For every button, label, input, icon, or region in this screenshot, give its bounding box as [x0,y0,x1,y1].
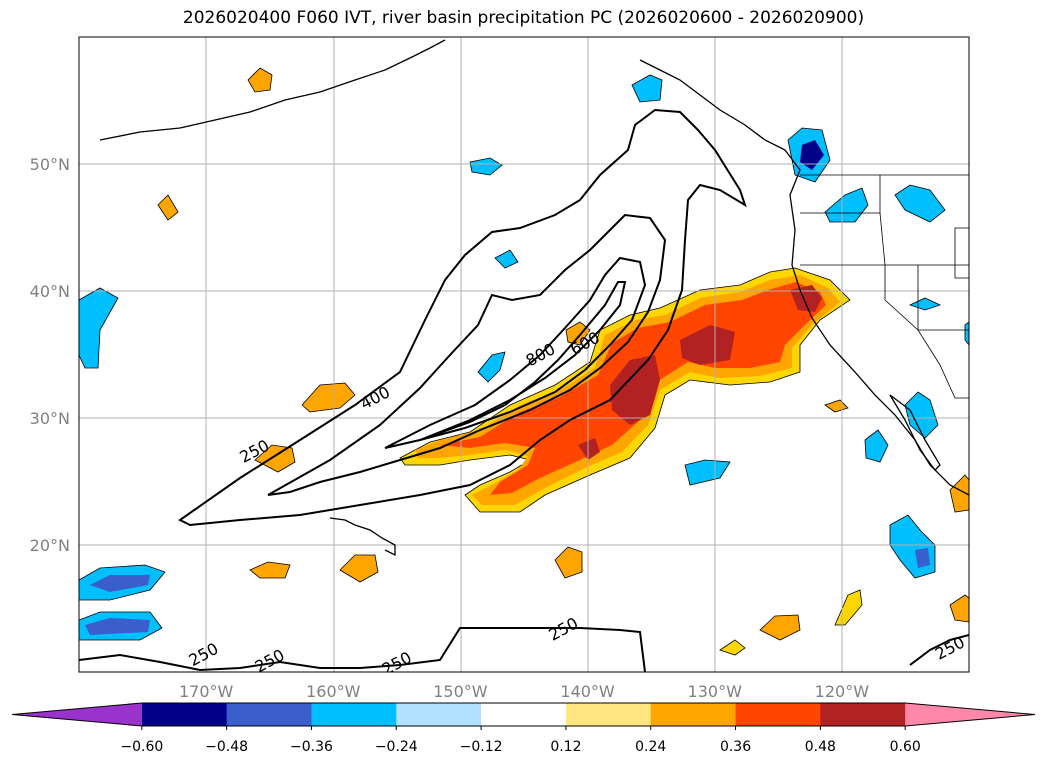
positive-anomaly-darkred-4 [578,438,600,460]
colorbar-label: −0.24 [375,739,418,755]
colorbar-segment [396,703,482,726]
negative-island [908,297,942,311]
ivt-400-contour [267,213,667,496]
y-tick-labels: 20°N 30°N 40°N 50°N [30,155,70,555]
colorbar-label: −0.12 [460,739,503,755]
negative-island [477,351,506,383]
colorbar-segment [481,703,567,726]
positive-island [719,639,746,656]
positive-island [949,594,969,623]
positive-island [565,321,591,346]
positive-island [554,546,583,579]
colorbar-label: 0.60 [890,739,921,755]
positive-island [247,67,273,93]
state-borders [800,174,969,399]
negative-island [800,140,824,170]
chart-title: 2026020400 F060 IVT, river basin precipi… [182,8,865,28]
x-tick-label: 170°W [179,682,234,701]
negative-island [894,184,946,223]
negative-island [915,548,930,568]
ivt-800-contour [419,281,627,441]
positive-anomaly-darkred-1 [610,355,660,425]
colorbar-segment [226,703,312,726]
north-america-coast [639,59,969,496]
ivt-600-contour [384,256,647,449]
x-tick-labels: 170°W 160°W 150°W 140°W 130°W 120°W [179,682,869,701]
colorbar-label: 0.48 [805,739,836,755]
plot-frame [78,36,970,673]
x-tick-label: 150°W [433,682,488,701]
colorbar-segment [650,703,737,726]
positive-island [249,561,291,579]
ivt-250-contour [178,108,747,527]
colorbar-segment [820,703,906,726]
positive-island [339,554,379,583]
colorbar-label: 0.36 [720,739,751,755]
negative-island [824,187,869,223]
alaska-coast [99,39,446,141]
ivt-250-southeast [909,634,969,666]
colorbar-segment [735,703,821,726]
baja-california [889,394,941,471]
negative-island [684,459,731,486]
negative-island [79,287,119,369]
positive-island [301,382,356,413]
negative-island [85,618,150,635]
x-tick-label: 120°W [815,682,870,701]
positive-anomaly-darkred-2 [680,325,735,365]
y-tick-label: 40°N [30,282,70,301]
negative-island [864,429,889,463]
colorbar-extend-min [12,703,142,726]
colorbar-segment [565,703,652,726]
positive-anomaly-darkred-3 [790,285,822,312]
x-tick-label: 160°W [306,682,361,701]
negative-island [494,249,519,269]
negative-island [90,575,150,592]
ivt-250-south [79,627,646,672]
colorbar-label: −0.48 [205,739,248,755]
y-tick-label: 30°N [30,409,70,428]
negative-island [631,74,663,103]
ivt-contours [79,108,969,672]
colorbar: −0.60 −0.48 −0.36 −0.24 −0.12 0.12 0.24 0.36 0.4… [11,702,1036,755]
x-tick-label: 140°W [560,682,615,701]
coastlines [99,39,969,557]
colorbar-extend-max [905,703,1035,726]
positive-island [949,474,969,513]
colorbar-segment [311,703,397,726]
positive-island [254,444,296,473]
negative-island [964,321,969,346]
colorbar-label: −0.36 [290,739,333,755]
colorbar-label: 0.24 [635,739,666,755]
positive-island [759,614,801,641]
colorbar-segment [141,703,228,726]
positive-island [157,194,179,221]
y-tick-label: 20°N [30,536,70,555]
y-tick-label: 50°N [30,155,70,174]
colorbar-label: −0.60 [120,739,163,755]
colorbar-label: 0.12 [550,739,581,755]
hawaii [329,517,396,557]
negative-island [904,391,939,439]
x-tick-label: 130°W [688,682,743,701]
negative-island [469,157,503,176]
gridlines [79,37,969,672]
